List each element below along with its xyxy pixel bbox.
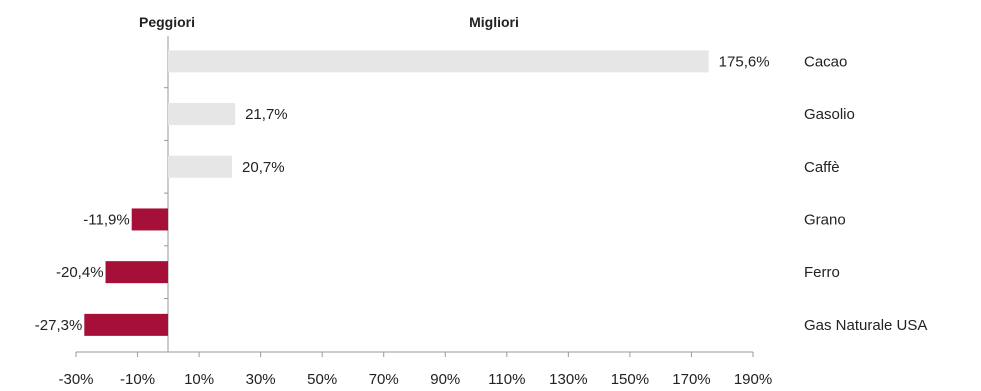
bar bbox=[84, 313, 168, 336]
header-worst: Peggiori bbox=[139, 14, 195, 30]
bar bbox=[168, 103, 236, 126]
category-label: Ferro bbox=[804, 264, 840, 281]
category-label: Grano bbox=[804, 211, 846, 228]
x-tick-label: 90% bbox=[430, 371, 460, 388]
bar bbox=[168, 155, 233, 178]
data-label: 20,7% bbox=[242, 159, 285, 176]
x-tick-label: -10% bbox=[120, 371, 155, 388]
data-label: -20,4% bbox=[56, 264, 104, 281]
x-tick-label: 150% bbox=[611, 371, 649, 388]
data-label: -11,9% bbox=[83, 211, 129, 228]
bar bbox=[131, 208, 168, 231]
x-tick-label: 110% bbox=[488, 371, 525, 388]
bar bbox=[105, 261, 168, 284]
x-tick-label: 10% bbox=[184, 371, 214, 388]
category-label: Cacao bbox=[804, 53, 847, 70]
data-label: 175,6% bbox=[719, 53, 770, 70]
data-label: 21,7% bbox=[245, 106, 288, 123]
x-tick-label: 70% bbox=[369, 371, 399, 388]
category-label: Gasolio bbox=[804, 106, 855, 123]
x-tick-label: 30% bbox=[246, 371, 276, 388]
bar bbox=[168, 50, 709, 73]
x-tick-label: 50% bbox=[307, 371, 337, 388]
data-label: -27,3% bbox=[35, 317, 83, 334]
category-label: Gas Naturale USA bbox=[804, 317, 927, 334]
x-tick-label: -30% bbox=[58, 371, 93, 388]
x-tick-label: 170% bbox=[672, 371, 710, 388]
header-best: Migliori bbox=[469, 14, 519, 30]
category-label: Caffè bbox=[804, 159, 840, 176]
x-tick-label: 190% bbox=[734, 371, 772, 388]
x-tick-label: 130% bbox=[549, 371, 587, 388]
